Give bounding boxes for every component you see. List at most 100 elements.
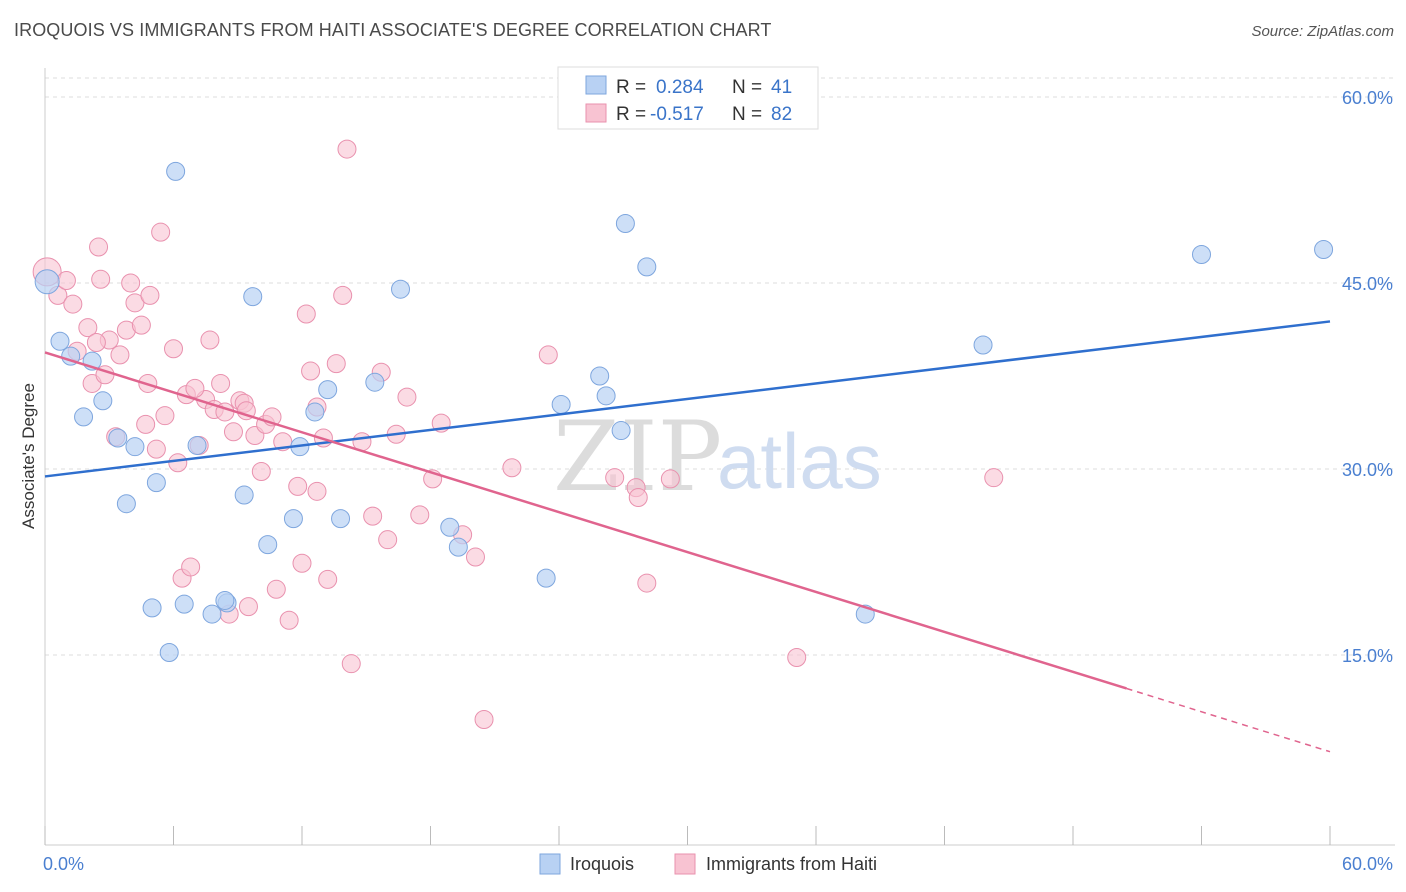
iroquois-point xyxy=(305,402,325,422)
haiti-point xyxy=(63,294,83,314)
haiti-point xyxy=(333,285,353,305)
iroquois-r-value: 0.284 xyxy=(656,77,704,98)
y-tick-labels: 15.0% 30.0% 45.0% 60.0% xyxy=(1342,88,1393,666)
trend-lines xyxy=(44,320,1331,753)
iroquois-point xyxy=(1192,244,1211,264)
iroquois-n-label: N = xyxy=(732,77,762,98)
haiti-point xyxy=(146,439,166,459)
haiti-point xyxy=(131,315,151,335)
haiti-n-label: N = xyxy=(732,104,762,125)
haiti-point xyxy=(474,709,494,729)
iroquois-point xyxy=(258,535,278,555)
haiti-point xyxy=(538,345,558,365)
haiti-point xyxy=(164,339,183,359)
haiti-point xyxy=(296,304,316,324)
bottom-legend: Iroquois Immigrants from Haiti xyxy=(539,853,877,875)
iroquois-point xyxy=(615,213,635,233)
haiti-point xyxy=(121,273,141,293)
bottom-legend-haiti-swatch xyxy=(674,853,696,875)
haiti-point xyxy=(502,458,522,478)
chart-source: Source: ZipAtlas.com xyxy=(1251,23,1394,40)
iroquois-point xyxy=(391,279,411,299)
haiti-point xyxy=(465,547,485,567)
haiti-point xyxy=(337,139,357,159)
haiti-point xyxy=(637,573,657,593)
iroquois-point xyxy=(973,335,993,355)
haiti-trend-line xyxy=(44,351,1127,690)
haiti-r-label: R = xyxy=(616,104,646,125)
haiti-point xyxy=(378,530,398,550)
iroquois-point xyxy=(187,435,207,455)
iroquois-point xyxy=(318,380,338,400)
iroquois-point xyxy=(637,257,657,277)
y-tick-label-1: 30.0% xyxy=(1342,460,1393,480)
haiti-point xyxy=(155,406,175,426)
iroquois-point xyxy=(440,517,460,537)
iroquois-point xyxy=(243,287,263,307)
iroquois-point xyxy=(108,428,128,448)
iroquois-point xyxy=(448,537,468,557)
iroquois-point xyxy=(50,331,70,351)
iroquois-point xyxy=(283,509,303,529)
y-tick-label-0: 15.0% xyxy=(1342,646,1393,666)
x-tick-labels: 0.0% 60.0% xyxy=(43,854,1393,874)
haiti-point xyxy=(288,476,308,496)
haiti-point xyxy=(410,505,430,525)
haiti-point xyxy=(628,488,648,508)
haiti-point xyxy=(211,373,231,393)
haiti-point xyxy=(307,481,327,501)
iroquois-point xyxy=(116,494,136,514)
iroquois-point xyxy=(365,372,385,392)
iroquois-point xyxy=(174,594,194,614)
haiti-point xyxy=(89,237,109,257)
haiti-point xyxy=(168,453,188,473)
haiti-point xyxy=(318,569,338,589)
haiti-point xyxy=(91,269,111,289)
iroquois-point xyxy=(590,366,610,386)
haiti-point xyxy=(200,330,220,350)
iroquois-point xyxy=(215,590,235,610)
haiti-point xyxy=(787,647,807,667)
x-tick-label-max: 60.0% xyxy=(1342,854,1393,874)
iroquois-point xyxy=(166,161,186,181)
watermark-atlas: atlas xyxy=(717,417,882,505)
iroquois-point xyxy=(202,604,222,624)
bottom-legend-iroquois-label: Iroquois xyxy=(570,854,634,874)
haiti-n-value: 82 xyxy=(771,104,792,125)
y-tick-label-2: 45.0% xyxy=(1342,274,1393,294)
haiti-point xyxy=(238,597,258,617)
bottom-legend-haiti-label: Immigrants from Haiti xyxy=(706,854,877,874)
haiti-point xyxy=(136,414,156,434)
iroquois-point xyxy=(536,568,556,588)
bottom-legend-iroquois-swatch xyxy=(539,853,561,875)
iroquois-point xyxy=(93,391,113,411)
iroquois-r-label: R = xyxy=(616,77,646,98)
haiti-point xyxy=(125,293,145,313)
haiti-point xyxy=(140,285,160,305)
haiti-point xyxy=(181,557,201,577)
y-axis-title: Associate's Degree xyxy=(19,383,38,529)
haiti-point xyxy=(56,271,76,291)
iroquois-point xyxy=(159,643,179,663)
haiti-point xyxy=(984,468,1004,488)
haiti-point xyxy=(151,222,171,242)
iroquois-point xyxy=(125,437,145,457)
iroquois-point xyxy=(146,473,166,493)
iroquois-point xyxy=(1314,240,1334,260)
haiti-point xyxy=(363,506,383,526)
haiti-point xyxy=(223,422,243,442)
haiti-point xyxy=(86,333,106,353)
haiti-point xyxy=(301,361,321,381)
haiti-point xyxy=(251,461,271,481)
iroquois-point xyxy=(611,421,631,441)
chart-title: IROQUOIS VS IMMIGRANTS FROM HAITI ASSOCI… xyxy=(14,20,772,40)
haiti-point xyxy=(266,579,286,599)
stats-legend: R = 0.284 N = 41 R = -0.517 N = 82 xyxy=(557,66,819,130)
x-tick-label-min: 0.0% xyxy=(43,854,84,874)
haiti-point xyxy=(341,654,361,674)
iroquois-point xyxy=(234,485,254,505)
iroquois-point xyxy=(551,395,571,415)
haiti-point xyxy=(110,345,130,365)
haiti-point xyxy=(605,468,625,488)
